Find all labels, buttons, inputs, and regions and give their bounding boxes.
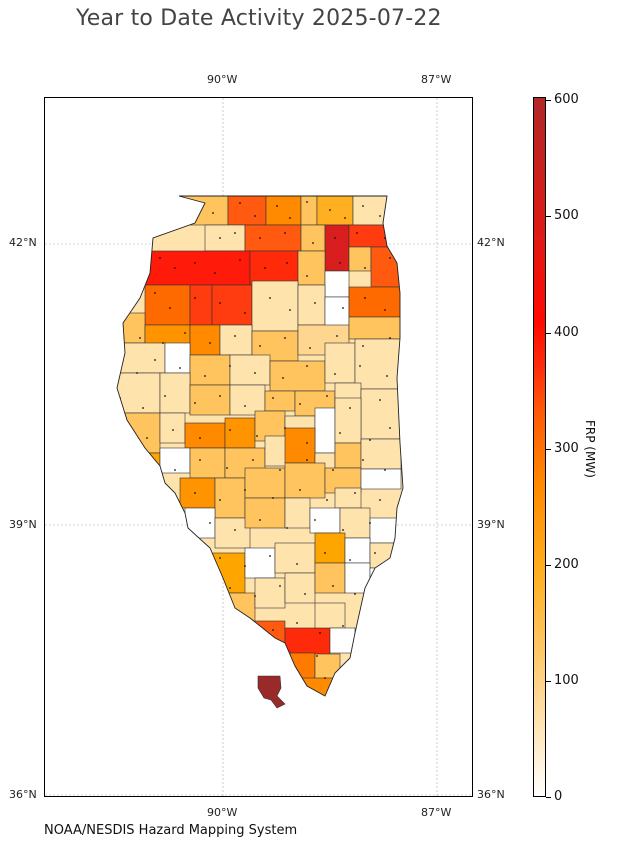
data-source-credit: NOAA/NESDIS Hazard Mapping System	[44, 823, 298, 838]
left-lat-tick-39n: 39°N	[9, 518, 37, 531]
colorbar-label-600: 600	[554, 92, 579, 107]
colorbar-label-100: 100	[554, 673, 579, 688]
illinois-outline	[116, 195, 404, 697]
colorbar-tick	[546, 100, 551, 101]
colorbar-label-300: 300	[554, 441, 579, 456]
bottom-lon-tick-87w: 87°W	[421, 806, 452, 819]
map-panel[interactable]	[44, 97, 473, 797]
colorbar-tick	[546, 333, 551, 334]
fire-detection-points	[119, 201, 391, 689]
map-title: Year to Date Activity 2025-07-22	[76, 6, 442, 31]
illinois-state	[117, 196, 403, 696]
colorbar-label-0: 0	[554, 789, 563, 804]
left-lat-tick-42n: 42°N	[9, 236, 37, 249]
right-lat-tick-39n: 39°N	[477, 518, 505, 531]
right-lat-tick-36n: 36°N	[477, 788, 505, 801]
colorbar-tick	[546, 797, 551, 798]
colorbar-tick	[546, 681, 551, 682]
colorbar-tick	[546, 216, 551, 217]
southern-tip-county	[257, 675, 286, 709]
colorbar-tick	[546, 565, 551, 566]
illinois-county-map[interactable]	[45, 98, 473, 797]
colorbar-title: FRP (MW)	[583, 420, 597, 478]
colorbar-label-500: 500	[554, 208, 579, 223]
colorbar-label-200: 200	[554, 557, 579, 572]
colorbar-label-400: 400	[554, 325, 579, 340]
right-lat-tick-42n: 42°N	[477, 236, 505, 249]
colorbar-tick	[546, 449, 551, 450]
bottom-lon-tick-90w: 90°W	[207, 806, 238, 819]
frp-colorbar	[533, 97, 546, 797]
top-lon-tick-87w: 87°W	[421, 73, 452, 86]
left-lat-tick-36n: 36°N	[9, 788, 37, 801]
top-lon-tick-90w: 90°W	[207, 73, 238, 86]
